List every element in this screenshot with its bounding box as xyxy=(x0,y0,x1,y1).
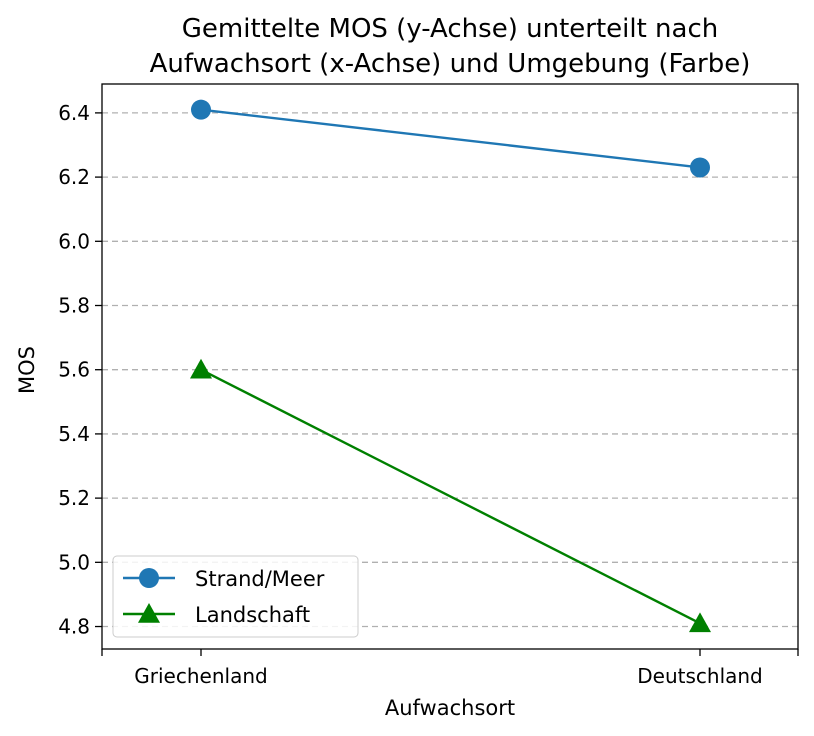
data-point-0-0 xyxy=(191,99,211,120)
y-tick-label: 6.2 xyxy=(58,165,90,189)
chart-title-line-2: Aufwachsort (x-Achse) und Umgebung (Farb… xyxy=(150,49,751,79)
y-tick-label: 6.4 xyxy=(58,101,90,125)
y-tick-label: 6.0 xyxy=(58,229,90,253)
plot-area-frame xyxy=(101,83,799,650)
data-point-1-1 xyxy=(689,612,711,633)
y-tick-label: 5.4 xyxy=(58,422,90,446)
y-axis-label: MOS xyxy=(15,346,39,394)
legend-marker-0 xyxy=(139,568,159,588)
legend-frame xyxy=(112,555,359,638)
chart-title-line-1: Gemittelte MOS (y-Achse) unterteilt nach xyxy=(182,14,718,44)
y-axis-ticks: 4.8 5.0 5.2 5.4 5.6 5.8 6.0 6.2 6.4 xyxy=(58,101,102,639)
legend: Strand/Meer Landschaft xyxy=(112,555,359,638)
y-tick-label: 5.8 xyxy=(58,294,90,318)
legend-label-0: Strand/Meer xyxy=(195,567,325,591)
data-series xyxy=(190,99,711,633)
y-tick-label: 4.8 xyxy=(58,615,90,639)
data-point-0-1 xyxy=(690,157,710,178)
y-tick-label: 5.6 xyxy=(58,358,90,382)
y-tick-label: 5.2 xyxy=(58,486,90,510)
data-point-1-0 xyxy=(190,358,212,379)
x-axis-label: Aufwachsort xyxy=(385,696,515,720)
x-axis-ticks: Griechenland Deutschland xyxy=(101,649,799,688)
legend-label-1: Landschaft xyxy=(195,603,310,627)
x-tick-label: Deutschland xyxy=(637,664,763,688)
x-tick-label: Griechenland xyxy=(134,664,267,688)
legend-marker-1 xyxy=(138,603,160,623)
series-line-1 xyxy=(200,368,701,625)
series-line-0 xyxy=(200,108,701,169)
y-tick-label: 5.0 xyxy=(58,550,90,574)
